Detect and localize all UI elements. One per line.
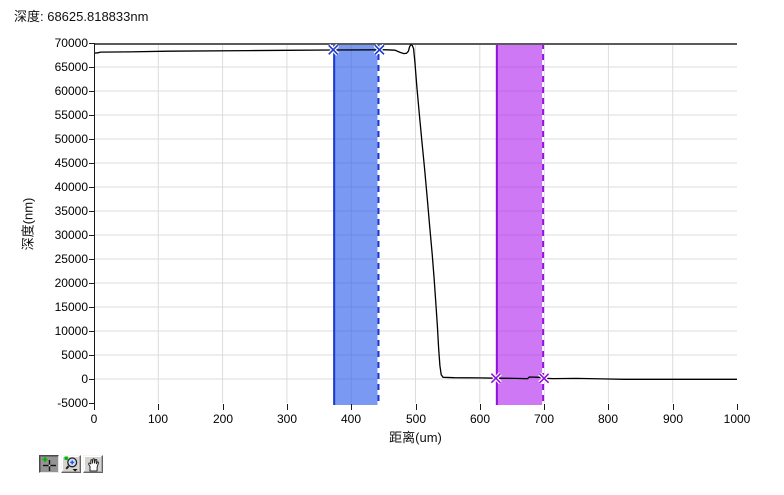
y-axis-tick xyxy=(89,91,94,92)
x-axis-tick xyxy=(480,404,481,410)
y-axis-tick xyxy=(89,187,94,188)
pan-tool-button[interactable] xyxy=(83,455,103,473)
y-tick-label: 40000 xyxy=(54,180,88,194)
y-axis-tick xyxy=(89,211,94,212)
y-axis-tick xyxy=(89,307,94,308)
depth-readout: 深度: 68625.818833nm xyxy=(14,9,149,24)
y-axis-line xyxy=(94,43,95,404)
y-axis-tick xyxy=(89,355,94,356)
y-tick-label: 5000 xyxy=(61,348,88,362)
x-axis-tick xyxy=(287,404,288,410)
x-tick-label: 900 xyxy=(662,412,684,426)
x-tick-label: 500 xyxy=(405,412,427,426)
y-axis-tick xyxy=(89,235,94,236)
x-tick-label: 800 xyxy=(597,412,619,426)
x-tick-label: 200 xyxy=(212,412,234,426)
x-axis-tick xyxy=(416,404,417,410)
x-tick-label: 100 xyxy=(147,412,169,426)
x-axis-tick xyxy=(223,404,224,410)
cursor-marker[interactable] xyxy=(328,44,339,55)
y-axis-tick xyxy=(89,67,94,68)
y-axis-tick xyxy=(89,379,94,380)
y-axis-title: 深度(nm) xyxy=(20,197,36,251)
y-axis-tick xyxy=(89,283,94,284)
y-axis-tick xyxy=(89,43,94,44)
x-axis-tick xyxy=(608,404,609,410)
x-axis-tick xyxy=(158,404,159,410)
cursor-tool-button[interactable] xyxy=(39,455,59,473)
x-tick-label: 700 xyxy=(533,412,555,426)
x-tick-label: 0 xyxy=(90,412,98,426)
graph-palette-toolbar xyxy=(39,455,103,473)
blue-cursor-band[interactable] xyxy=(333,43,380,405)
y-axis-tick xyxy=(89,115,94,116)
plot-area[interactable] xyxy=(94,43,737,405)
y-tick-label: 70000 xyxy=(54,36,88,50)
y-tick-label: 45000 xyxy=(54,156,88,170)
x-axis-tick xyxy=(673,404,674,410)
y-tick-label: 0 xyxy=(81,372,88,386)
x-axis-tick xyxy=(544,404,545,410)
y-tick-label: 25000 xyxy=(54,252,88,266)
y-tick-label: 60000 xyxy=(54,84,88,98)
y-tick-label: 55000 xyxy=(54,108,88,122)
x-tick-label: 600 xyxy=(469,412,491,426)
y-tick-label: 50000 xyxy=(54,132,88,146)
pan-hand-icon xyxy=(87,458,99,472)
y-tick-label: 10000 xyxy=(54,324,88,338)
x-axis-tick xyxy=(94,404,95,410)
y-tick-label: 35000 xyxy=(54,204,88,218)
y-axis-tick xyxy=(89,259,94,260)
cursor-marker[interactable] xyxy=(374,44,385,55)
y-axis-tick xyxy=(89,331,94,332)
x-tick-label: 1000 xyxy=(723,412,751,426)
zoom-magnifier-icon xyxy=(64,456,78,472)
zoom-tool-button[interactable] xyxy=(61,455,81,473)
y-tick-label: 20000 xyxy=(54,276,88,290)
y-tick-label: 30000 xyxy=(54,228,88,242)
y-axis-tick xyxy=(89,403,94,404)
x-tick-label: 300 xyxy=(276,412,298,426)
crosshair-cursor-icon xyxy=(42,456,56,471)
x-axis-tick xyxy=(351,404,352,410)
y-tick-label: -5000 xyxy=(57,396,88,410)
y-axis-tick xyxy=(89,139,94,140)
chart-canvas[interactable] xyxy=(94,43,737,405)
x-axis-tick xyxy=(737,404,738,410)
purple-cursor-band[interactable] xyxy=(495,43,545,405)
x-tick-label: 400 xyxy=(340,412,362,426)
y-axis-tick xyxy=(89,163,94,164)
y-tick-label: 15000 xyxy=(54,300,88,314)
cursor-marker[interactable] xyxy=(539,373,550,384)
y-tick-label: 65000 xyxy=(54,60,88,74)
cursor-marker[interactable] xyxy=(490,373,501,384)
x-axis-title: 距离(um) xyxy=(389,430,442,445)
